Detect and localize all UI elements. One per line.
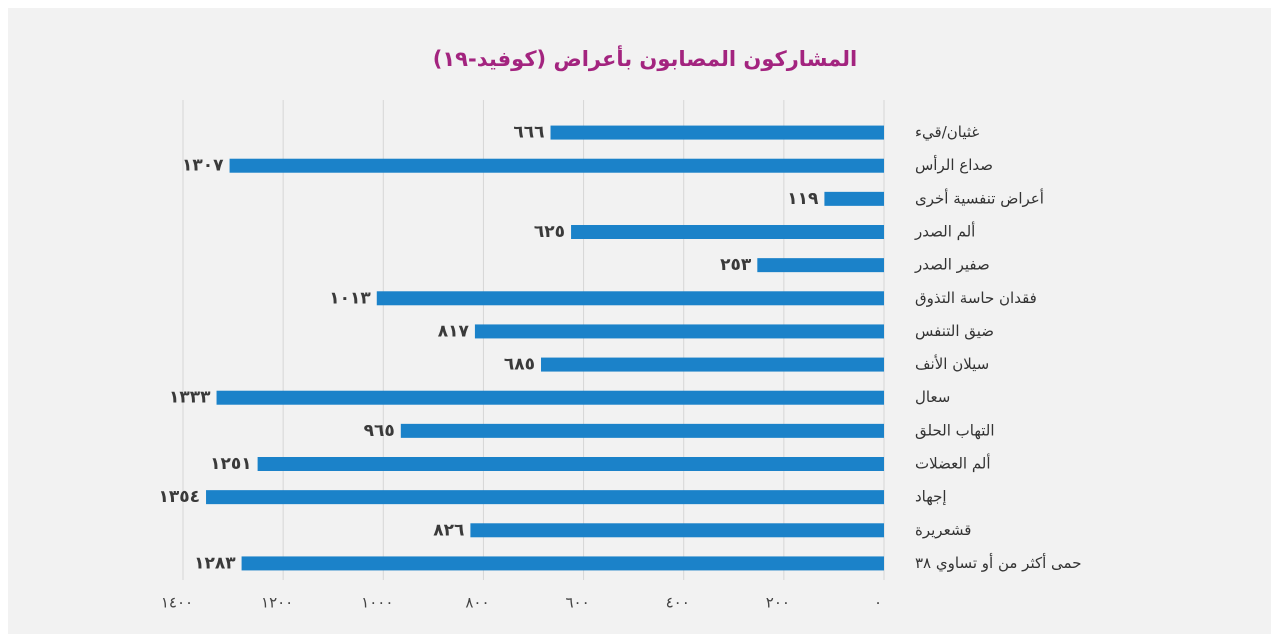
- category-label: صفير الصدر: [914, 256, 990, 274]
- category-label: سيلان الأنف: [915, 354, 989, 373]
- chart-title: المشاركون المصابون بأعراض (كوفيد-١٩): [433, 44, 857, 71]
- category-label: ألم العضلات: [915, 454, 991, 473]
- bar: [550, 125, 884, 140]
- bar: [257, 457, 884, 471]
- category-label: غثيان/قيء: [915, 123, 979, 142]
- bar: [474, 324, 884, 339]
- bar: [571, 225, 884, 239]
- bar: [824, 191, 884, 206]
- bar: [400, 423, 884, 438]
- category-label: ألم الصدر: [914, 222, 975, 241]
- x-tick-label: ٢٠٠: [766, 594, 790, 612]
- category-label: التهاب الحلق: [915, 421, 995, 439]
- category-label: إجهاد: [915, 488, 947, 506]
- category-label: أعراض تنفسية أخرى: [915, 188, 1044, 207]
- value-label: ١٣٠٧: [182, 156, 224, 176]
- value-label: ١٣٥٤: [159, 487, 201, 507]
- x-tick-label: ٨٠٠: [465, 594, 489, 612]
- value-label: ٢٥٣: [720, 255, 752, 275]
- category-label: فقدان حاسة التذوق: [915, 289, 1037, 307]
- bar: [541, 357, 884, 372]
- x-tick-label: ٦٠٠: [565, 594, 589, 612]
- category-label: ضيق التنفس: [915, 322, 994, 340]
- bar: [229, 158, 885, 173]
- category-label: حمى أكثر من أو تساوي ٣٨: [915, 553, 1082, 573]
- x-tick-label: ٠: [874, 594, 882, 612]
- value-label: ٦٦٦: [513, 123, 544, 143]
- x-tick-label: ١٠٠٠: [361, 594, 393, 612]
- value-label: ١٢٨٣: [194, 553, 236, 573]
- bar: [376, 291, 884, 306]
- bar: [216, 390, 884, 405]
- bar: [757, 258, 884, 273]
- category-label: سعال: [915, 388, 950, 406]
- x-tick-label: ٤٠٠: [666, 594, 690, 612]
- bar: [241, 556, 885, 571]
- x-tick-label: ١٤٠٠: [161, 594, 193, 612]
- value-label: ١٣٣٣: [169, 388, 211, 408]
- category-label: قشعريرة: [915, 521, 971, 539]
- value-label: ١٠١٣: [329, 288, 371, 308]
- value-label: ٦٨٥: [504, 355, 535, 375]
- panel: [8, 8, 1271, 634]
- value-label: ١١٩: [787, 189, 819, 209]
- value-label: ٨١٧: [438, 321, 470, 341]
- category-label: صداع الرأس: [915, 155, 993, 174]
- value-label: ١٢٥١: [210, 454, 252, 474]
- value-label: ٩٦٥: [364, 421, 395, 441]
- bar: [206, 490, 885, 505]
- value-label: ٨٢٦: [433, 520, 464, 540]
- bar: [470, 523, 884, 538]
- x-tick-label: ١٢٠٠: [261, 594, 293, 612]
- value-label: ٦٢٥: [534, 222, 565, 242]
